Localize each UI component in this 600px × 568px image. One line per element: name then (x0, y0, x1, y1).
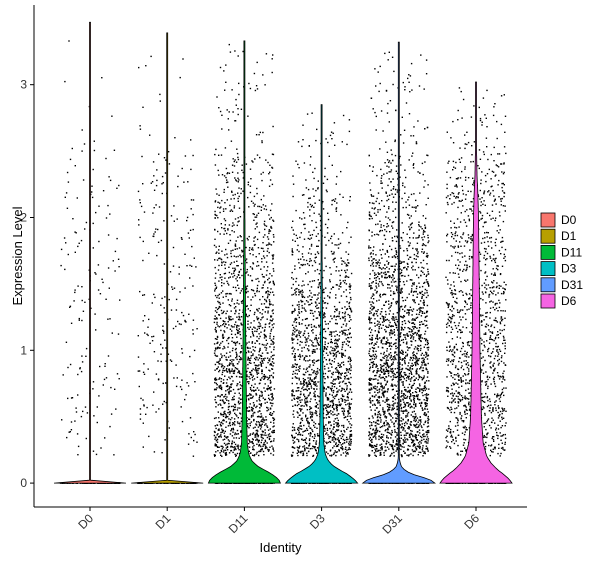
violin-D0 (53, 21, 127, 484)
legend-item-D6: D6 (540, 293, 577, 309)
legend: D0 D1 D11 D3 D31 D6 (540, 212, 583, 309)
x-tick-label: D6 (461, 511, 482, 532)
legend-swatch (540, 212, 556, 228)
violin-D1 (131, 32, 204, 484)
y-tick-label: 3 (20, 78, 27, 92)
points-D11 (213, 43, 276, 484)
legend-swatch (540, 293, 556, 309)
x-tick-label: D31 (379, 511, 405, 537)
violin-D31 (361, 41, 436, 484)
y-axis-title: Expression Level (10, 206, 25, 305)
y-ticks: 0 1 2 3 (20, 78, 34, 490)
legend-label: D1 (561, 229, 577, 243)
violin-D11 (207, 40, 282, 484)
legend-label: D31 (561, 278, 583, 292)
legend-item-D11: D11 (540, 244, 582, 260)
jitter-points (59, 40, 507, 484)
violin-D3 (284, 104, 359, 484)
x-tick-label: D11 (226, 511, 251, 536)
x-axis-title: Identity (260, 540, 302, 555)
legend-item-D1: D1 (540, 228, 577, 244)
legend-swatch (540, 261, 556, 277)
legend-item-D31: D31 (540, 277, 583, 293)
x-ticks: D0 D1 D11 D3 D31 D6 (75, 507, 482, 537)
x-tick-label: D3 (307, 511, 328, 532)
legend-item-D3: D3 (540, 261, 577, 277)
legend-swatch (540, 244, 556, 260)
legend-swatch (540, 228, 556, 244)
legend-swatch (540, 277, 556, 293)
legend-label: D6 (561, 294, 577, 308)
legend-label: D0 (561, 213, 577, 227)
legend-item-D0: D0 (540, 212, 577, 228)
violins (53, 21, 513, 484)
y-tick-label: 1 (20, 343, 27, 357)
y-tick-label: 0 (20, 476, 27, 490)
x-tick-label: D0 (75, 511, 96, 532)
x-tick-label: D1 (153, 511, 174, 532)
legend-label: D3 (561, 262, 577, 276)
legend-label: D11 (561, 245, 582, 259)
y-tick-label: 2 (20, 210, 27, 224)
violin-D6 (439, 81, 513, 484)
